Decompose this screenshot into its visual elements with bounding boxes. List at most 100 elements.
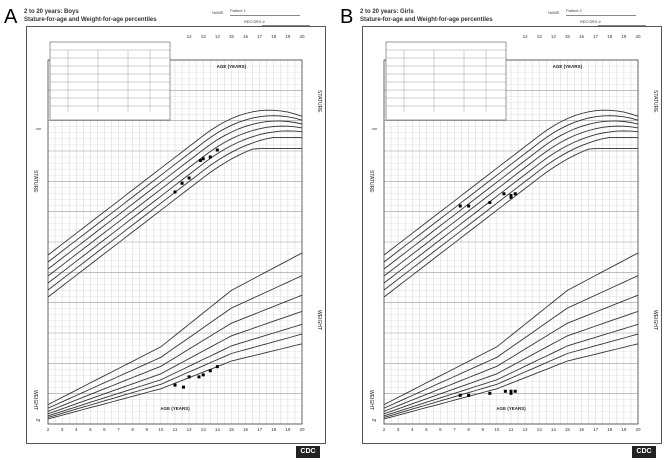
x-tick-label-top: 15 — [229, 34, 235, 39]
weight-data-point — [467, 393, 471, 397]
x-tick-label-top: 13 — [201, 34, 207, 39]
stature-data-point — [187, 176, 191, 180]
stature-data-point — [502, 192, 506, 196]
panel-b: B 2 to 20 years: Girls Stature-for-age a… — [336, 0, 672, 465]
cdc-logo: CDC — [296, 446, 320, 458]
x-tick-label-top: 17 — [257, 34, 263, 39]
weight-percentile-curve — [47, 333, 303, 418]
x-tick-label-top: 16 — [579, 34, 585, 39]
weight-axis-label-right: WEIGHT — [652, 310, 658, 330]
stature-percentile-curve — [383, 148, 638, 298]
weight-data-point — [197, 375, 201, 379]
record-label: RECORD # — [244, 19, 265, 24]
x-tick-label: 11 — [173, 427, 178, 432]
x-tick-label-top: 20 — [635, 34, 641, 39]
x-tick-label-top: 16 — [243, 34, 249, 39]
chart-subtitle: Stature-for-age and Weight-for-age perce… — [24, 17, 157, 23]
x-tick-label-top: 14 — [215, 34, 221, 39]
chart-title: 2 to 20 years: Girls — [360, 9, 414, 15]
weight-data-point — [181, 385, 185, 389]
stature-percentile-curve — [47, 125, 303, 277]
x-tick-label: 2 — [47, 427, 50, 432]
stature-percentile-curve — [383, 136, 638, 291]
x-tick-label: 17 — [593, 427, 599, 432]
x-tick-label-top: 14 — [551, 34, 557, 39]
weight-axis-label-right: WEIGHT — [316, 310, 322, 330]
x-tick-label-top: 20 — [299, 34, 305, 39]
stature-percentile-curve — [383, 125, 639, 277]
stature-data-point — [513, 192, 517, 196]
x-tick-label: 13 — [201, 427, 207, 432]
cdc-logo: CDC — [632, 446, 656, 458]
weight-percentile-curve — [383, 323, 639, 417]
chart-frame — [362, 26, 662, 444]
x-tick-label-top: 15 — [565, 34, 571, 39]
stature-data-point — [201, 157, 205, 161]
x-axis-label-top: AGE (YEARS) — [553, 64, 583, 69]
x-tick-label-top: 18 — [607, 34, 613, 39]
stature-data-point — [509, 194, 513, 197]
x-tick-label-top: 12 — [523, 34, 529, 39]
weight-data-point — [187, 375, 191, 379]
x-tick-label: 5 — [425, 427, 428, 432]
x-tick-label-top: 17 — [593, 34, 599, 39]
x-tick-label: 19 — [285, 427, 291, 432]
x-tick-label: 8 — [467, 427, 470, 432]
stature-data-point — [458, 204, 462, 208]
weight-percentile-curve — [47, 323, 303, 417]
x-tick-label: 12 — [187, 427, 193, 432]
stature-percentile-curve — [47, 148, 302, 298]
x-tick-label: 3 — [397, 427, 400, 432]
weight-axis-label: WEIGHT — [32, 390, 38, 410]
stature-percentile-curve — [383, 109, 639, 256]
x-tick-label: 14 — [215, 427, 221, 432]
stature-axis-label: STATURE — [32, 170, 38, 193]
x-tick-label: 8 — [131, 427, 134, 432]
stature-percentile-curve — [383, 130, 639, 284]
record-field — [262, 25, 310, 26]
x-tick-label: 7 — [117, 427, 120, 432]
growth-chart-girls: 2 3 4 5 6 7 8 9 10 11 12 12 13 13 14 14 15 15 16 16 17 17 18 18… — [362, 26, 662, 444]
x-tick-label: 6 — [103, 427, 106, 432]
weight-percentile-curve — [47, 343, 303, 420]
weight-percentile-curve — [47, 294, 303, 412]
x-tick-label-top: 19 — [285, 34, 291, 39]
name-field: Patient 2 — [566, 8, 636, 16]
weight-data-point — [488, 391, 492, 395]
x-tick-label: 10 — [158, 427, 164, 432]
x-tick-label: 16 — [243, 427, 249, 432]
weight-percentile-curve — [383, 343, 639, 420]
x-tick-label: 6 — [439, 427, 442, 432]
x-tick-label: 10 — [494, 427, 500, 432]
weight-percentile-curve — [383, 275, 639, 409]
weight-data-point — [509, 391, 513, 395]
weight-percentile-curve — [383, 252, 639, 406]
x-tick-label: 14 — [551, 427, 557, 432]
kg-unit-label: kg — [372, 417, 376, 422]
weight-data-point — [208, 369, 212, 373]
weight-percentile-curve — [383, 294, 639, 412]
x-tick-label: 18 — [271, 427, 277, 432]
chart-title: 2 to 20 years: Boys — [24, 9, 79, 15]
plot-border — [383, 59, 639, 425]
x-tick-label: 4 — [411, 427, 414, 432]
stature-percentile-curve — [47, 130, 303, 284]
stature-axis-label-right: STATURE — [652, 90, 658, 113]
weight-data-point — [458, 393, 462, 397]
x-tick-label: 4 — [75, 427, 78, 432]
x-tick-label-top: 18 — [271, 34, 277, 39]
x-tick-label: 9 — [482, 427, 485, 432]
x-axis-label-top: AGE (YEARS) — [217, 64, 247, 69]
stature-data-point — [467, 204, 471, 208]
stature-percentile-curve — [47, 120, 303, 270]
stature-data-point — [198, 159, 202, 162]
weight-percentile-curve — [47, 275, 303, 409]
x-tick-label: 15 — [229, 427, 235, 432]
stature-data-point — [173, 190, 177, 194]
chart-frame — [26, 26, 326, 444]
x-tick-label-top: 13 — [537, 34, 543, 39]
x-tick-label: 5 — [89, 427, 92, 432]
stature-percentile-curve — [47, 115, 303, 263]
panel-letter: B — [340, 6, 354, 28]
weight-data-point — [173, 383, 177, 387]
